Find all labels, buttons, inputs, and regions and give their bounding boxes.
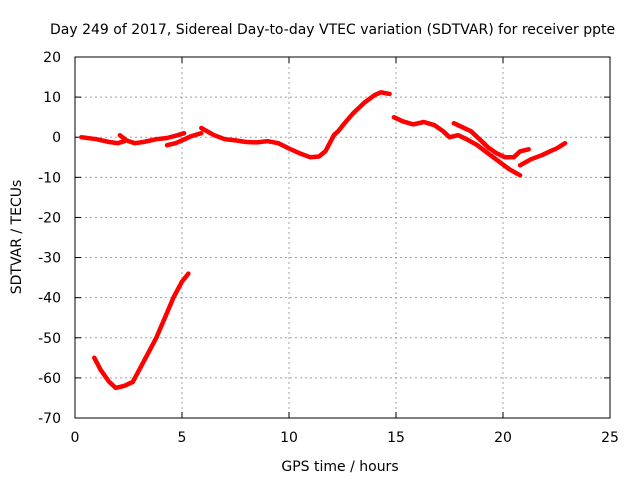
x-axis-label: GPS time / hours xyxy=(281,459,398,475)
y-tick-label: -30 xyxy=(38,251,61,267)
series-seg5 xyxy=(199,90,392,160)
y-axis-label: SDTVAR / TECUs xyxy=(9,180,25,295)
series-seg8 xyxy=(517,140,568,168)
y-tick-label: -40 xyxy=(38,291,61,307)
y-tick-label: 0 xyxy=(52,130,61,146)
series-seg7 xyxy=(451,120,531,160)
x-tick-label: 25 xyxy=(601,430,619,446)
series-seg1 xyxy=(79,134,127,146)
y-tick-label: -60 xyxy=(38,371,61,387)
x-tick-label: 5 xyxy=(178,430,187,446)
tick-labels: 0 5 10 15 20 25 -70 -60 -50 -40 -30 -20 -10 0 10 20 xyxy=(38,50,619,446)
x-tick-label: 15 xyxy=(387,430,405,446)
grid xyxy=(75,57,610,418)
x-tick-label: 20 xyxy=(494,430,512,446)
x-tick-label: 10 xyxy=(280,430,298,446)
chart-title: Day 249 of 2017, Sidereal Day-to-day VTE… xyxy=(50,22,615,38)
y-tick-label: -20 xyxy=(38,210,61,226)
series-seg3 xyxy=(164,130,204,148)
axis-ticks xyxy=(74,56,611,419)
y-tick-label: -70 xyxy=(38,411,61,427)
series-seg4 xyxy=(92,271,191,391)
y-tick-label: 10 xyxy=(43,90,61,106)
plot-frame xyxy=(74,56,611,419)
y-tick-label: -50 xyxy=(38,331,61,347)
series-seg6 xyxy=(391,114,523,178)
y-tick-label: -10 xyxy=(38,170,61,186)
y-tick-label: 20 xyxy=(43,50,61,66)
series-seg2 xyxy=(117,130,187,146)
data-series xyxy=(79,90,568,391)
x-tick-label: 0 xyxy=(71,430,80,446)
